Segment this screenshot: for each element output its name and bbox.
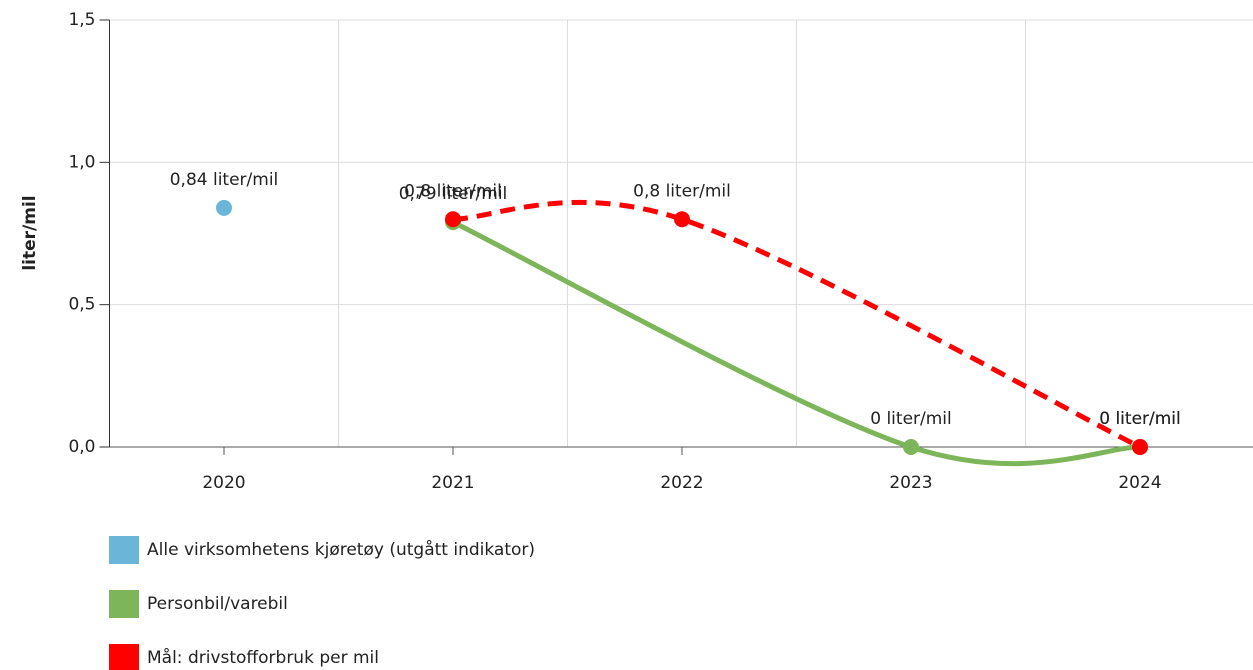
data-label: 0 liter/mil [1099,409,1181,429]
legend-swatch [109,644,139,670]
series-line [451,219,1141,467]
point [674,211,690,228]
data-label: 0 liter/mil [870,409,952,429]
point [216,199,232,216]
legend-swatch [109,590,139,618]
data-label: 0,8 liter/mil [633,181,731,201]
y-axis-title: liter/mil [20,195,40,270]
legend-label: Personbil/varebil [147,594,288,614]
legend-swatch [109,536,139,564]
data-label: 0 liter/mil [1099,409,1181,429]
x-tick-label: 2024 [1118,473,1161,493]
y-tick-label: 1,0 [68,152,95,172]
data-label: 0,8 liter/mil [404,181,502,201]
y-tick-label: 0,5 [68,295,95,315]
y-tick-label: 1,5 [68,10,95,30]
x-tick-label: 2020 [202,473,245,493]
series-line [452,199,1142,450]
data-label: 0,79 liter/mil [399,184,508,204]
point [445,211,461,228]
legend-label: Mål: drivstofforbruk per mil [147,647,379,668]
legend-label: Alle virksomhetens kjøretøy (utgått indi… [147,539,535,560]
y-tick-label: 0,0 [68,437,95,457]
point [903,439,919,455]
point [1132,439,1148,455]
x-tick-label: 2021 [431,473,474,493]
x-tick-label: 2022 [660,473,703,493]
x-tick-label: 2023 [889,473,932,493]
data-label: 0,84 liter/mil [170,170,279,190]
